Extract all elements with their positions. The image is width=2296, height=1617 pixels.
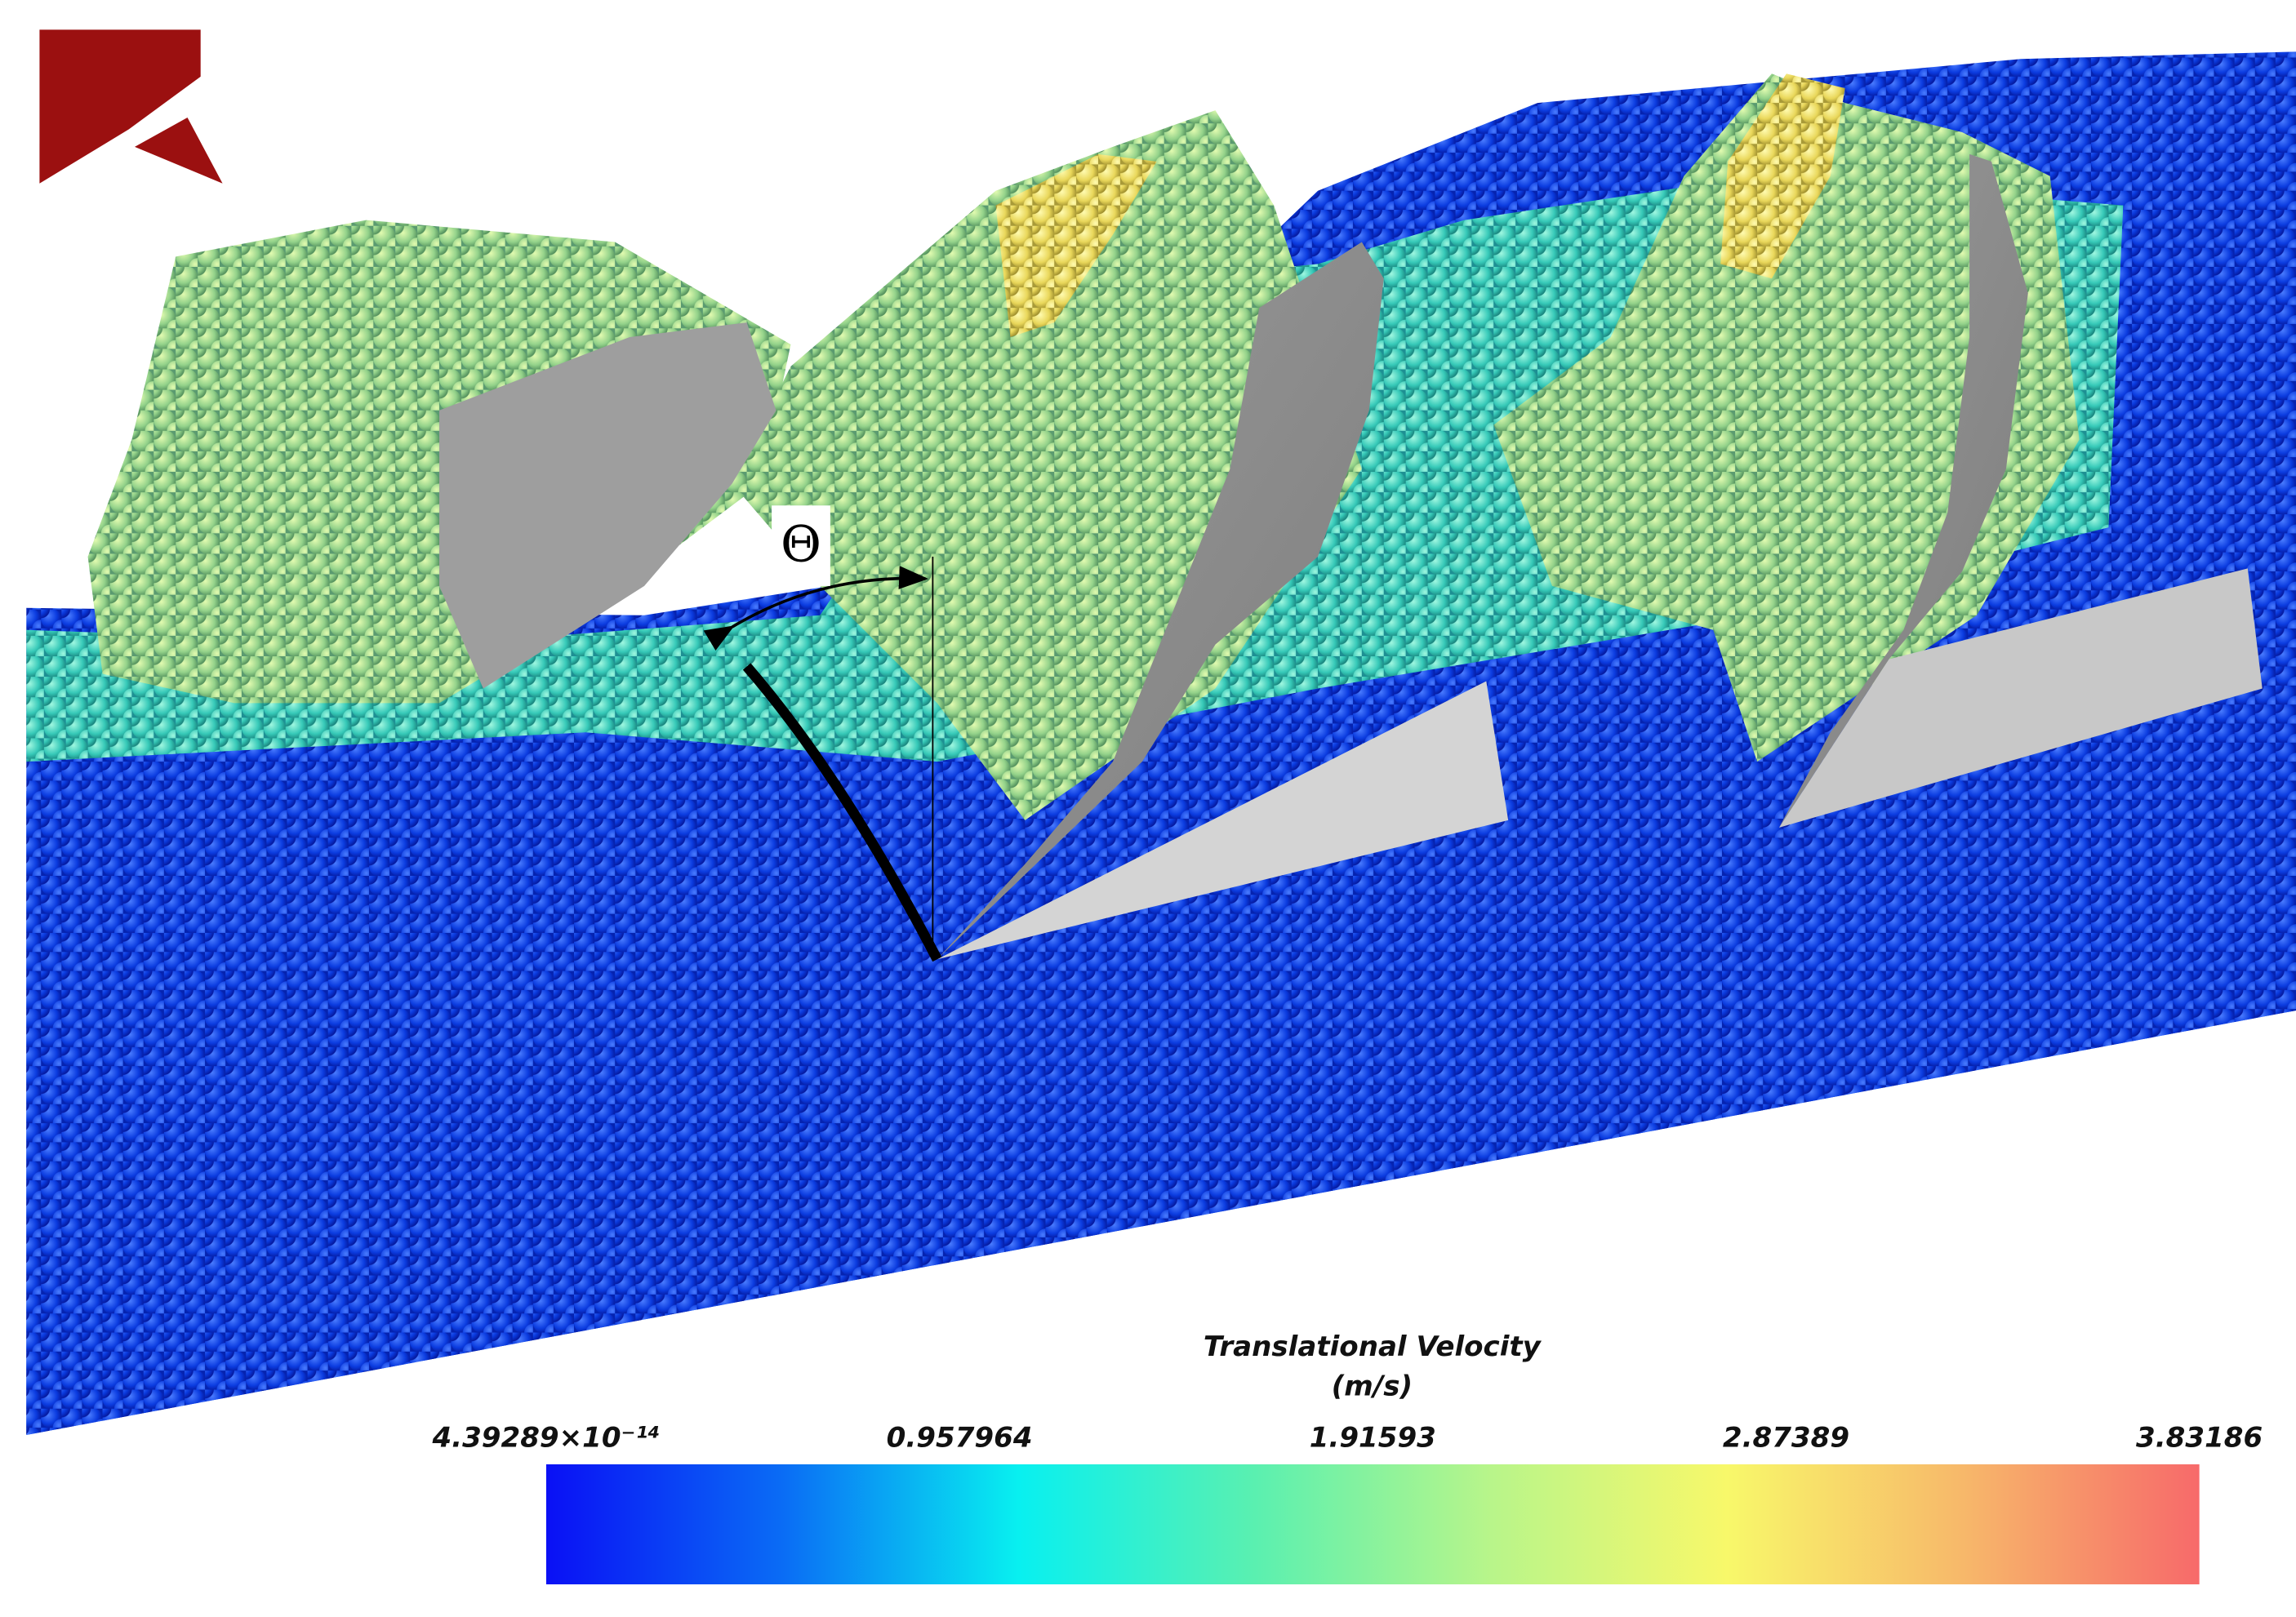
blade bbox=[439, 322, 776, 689]
colorbar-tick-label: 2.87389 bbox=[1723, 1421, 1849, 1454]
colorbar-tick-label: 3.83186 bbox=[2136, 1421, 2263, 1454]
blade bbox=[1778, 153, 2028, 828]
particle-cluster bbox=[995, 153, 1157, 338]
blade bbox=[937, 242, 1384, 960]
colorbar: Translational Velocity (m/s) 4.39289×10⁻… bbox=[431, 1330, 2263, 1584]
colorbar-title: Translational Velocity bbox=[1204, 1330, 1542, 1363]
plate bbox=[937, 681, 1509, 960]
colorbar-tick-label: 4.39289×10⁻¹⁴ bbox=[431, 1421, 660, 1454]
particle-cluster bbox=[26, 688, 2296, 1436]
colorbar-gradient bbox=[545, 1464, 2200, 1584]
colorbar-tick-label: 1.91593 bbox=[1310, 1421, 1436, 1454]
logo bbox=[39, 29, 223, 184]
plate bbox=[1778, 568, 2263, 828]
particle-cluster bbox=[1720, 73, 1845, 279]
angle-annotation: Θ bbox=[703, 505, 942, 962]
colorbar-tick-label: 0.957964 bbox=[887, 1421, 1033, 1454]
angle-label: Θ bbox=[781, 515, 821, 573]
colorbar-unit: (m/s) bbox=[1332, 1370, 1413, 1403]
